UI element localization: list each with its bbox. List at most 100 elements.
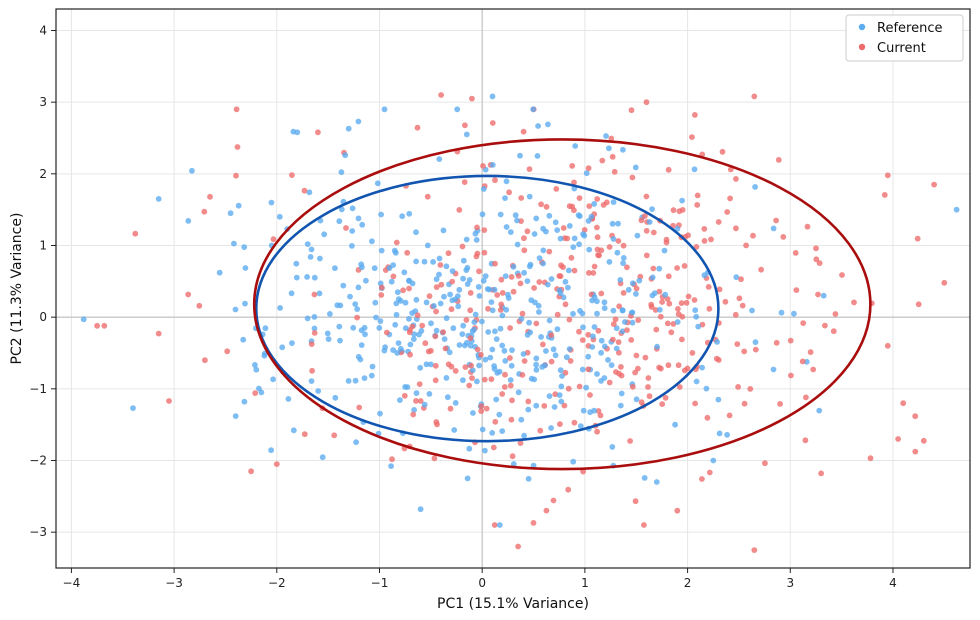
point-reference: [606, 145, 612, 152]
point-current: [777, 401, 783, 407]
point-current: [884, 172, 891, 179]
point-reference: [588, 213, 595, 220]
point-reference: [443, 263, 450, 270]
point-reference: [609, 444, 616, 450]
point-reference: [413, 229, 419, 236]
point-current: [508, 416, 515, 423]
point-reference: [610, 236, 617, 242]
point-current: [632, 369, 638, 376]
point-current: [738, 276, 744, 283]
point-reference: [381, 347, 388, 354]
point-reference: [394, 289, 401, 296]
point-current: [354, 314, 360, 321]
point-reference: [454, 106, 461, 113]
point-current: [560, 225, 567, 231]
point-reference: [369, 363, 376, 370]
point-current: [803, 394, 809, 401]
point-current: [546, 248, 553, 255]
legend-marker-current: [858, 43, 866, 51]
point-current: [550, 497, 557, 504]
point-reference: [641, 475, 648, 481]
point-reference: [617, 402, 624, 409]
point-reference: [352, 301, 359, 307]
point-reference: [428, 320, 434, 327]
point-current: [715, 219, 722, 225]
point-current: [566, 316, 573, 323]
point-current: [224, 348, 231, 355]
point-reference: [546, 317, 553, 324]
point-reference: [155, 196, 162, 202]
point-reference: [551, 404, 558, 410]
point-reference: [388, 463, 394, 469]
point-current: [468, 362, 474, 369]
point-current: [509, 453, 516, 460]
point-current: [541, 403, 548, 409]
point-current: [507, 355, 513, 361]
point-reference: [552, 352, 559, 359]
y-tick-label: 3: [39, 95, 47, 109]
point-current: [536, 279, 543, 285]
point-current: [645, 375, 652, 381]
point-reference: [617, 277, 624, 283]
point-current: [733, 225, 739, 232]
point-reference: [496, 522, 503, 528]
point-reference: [577, 307, 583, 314]
point-reference: [350, 324, 357, 331]
point-reference: [591, 201, 598, 207]
point-reference: [349, 228, 356, 234]
point-current: [378, 292, 385, 298]
point-reference: [358, 342, 365, 348]
point-reference: [485, 329, 492, 335]
point-reference: [241, 244, 248, 251]
point-reference: [324, 330, 331, 337]
point-reference: [606, 259, 613, 265]
point-current: [792, 250, 799, 256]
point-current: [693, 244, 700, 250]
point-current: [609, 153, 616, 160]
point-current: [393, 239, 400, 246]
legend-marker-reference: [858, 23, 866, 31]
point-current: [185, 291, 192, 298]
point-current: [603, 199, 610, 206]
point-reference: [629, 319, 636, 326]
point-reference: [464, 475, 471, 482]
point-reference: [362, 331, 368, 338]
point-current: [594, 224, 600, 231]
point-current: [810, 366, 817, 373]
point-current: [665, 166, 672, 173]
point-reference: [496, 411, 503, 418]
point-current: [526, 166, 533, 173]
point-current: [521, 358, 528, 364]
point-current: [494, 292, 501, 298]
point-reference: [476, 293, 483, 299]
point-current: [715, 357, 722, 363]
point-current: [309, 367, 315, 374]
point-reference: [585, 353, 592, 360]
point-current: [610, 321, 617, 327]
point-current: [502, 371, 508, 378]
point-reference: [514, 241, 521, 248]
point-reference: [590, 333, 596, 340]
point-current: [389, 456, 395, 463]
point-current: [586, 203, 593, 210]
point-current: [775, 157, 782, 163]
point-current: [331, 432, 338, 439]
point-reference: [629, 309, 636, 316]
point-reference: [394, 350, 401, 356]
point-current: [773, 217, 779, 224]
point-current: [426, 293, 433, 299]
point-current: [724, 209, 731, 215]
point-reference: [651, 290, 658, 297]
plot-frame: [55, 8, 971, 569]
point-current: [401, 392, 408, 399]
point-reference: [610, 199, 617, 206]
point-reference: [525, 475, 532, 482]
point-reference: [393, 311, 400, 318]
point-reference: [352, 377, 359, 384]
point-reference: [489, 430, 496, 436]
point-reference: [463, 267, 470, 273]
point-reference: [557, 367, 564, 374]
point-current: [705, 284, 712, 290]
point-current: [643, 193, 650, 200]
